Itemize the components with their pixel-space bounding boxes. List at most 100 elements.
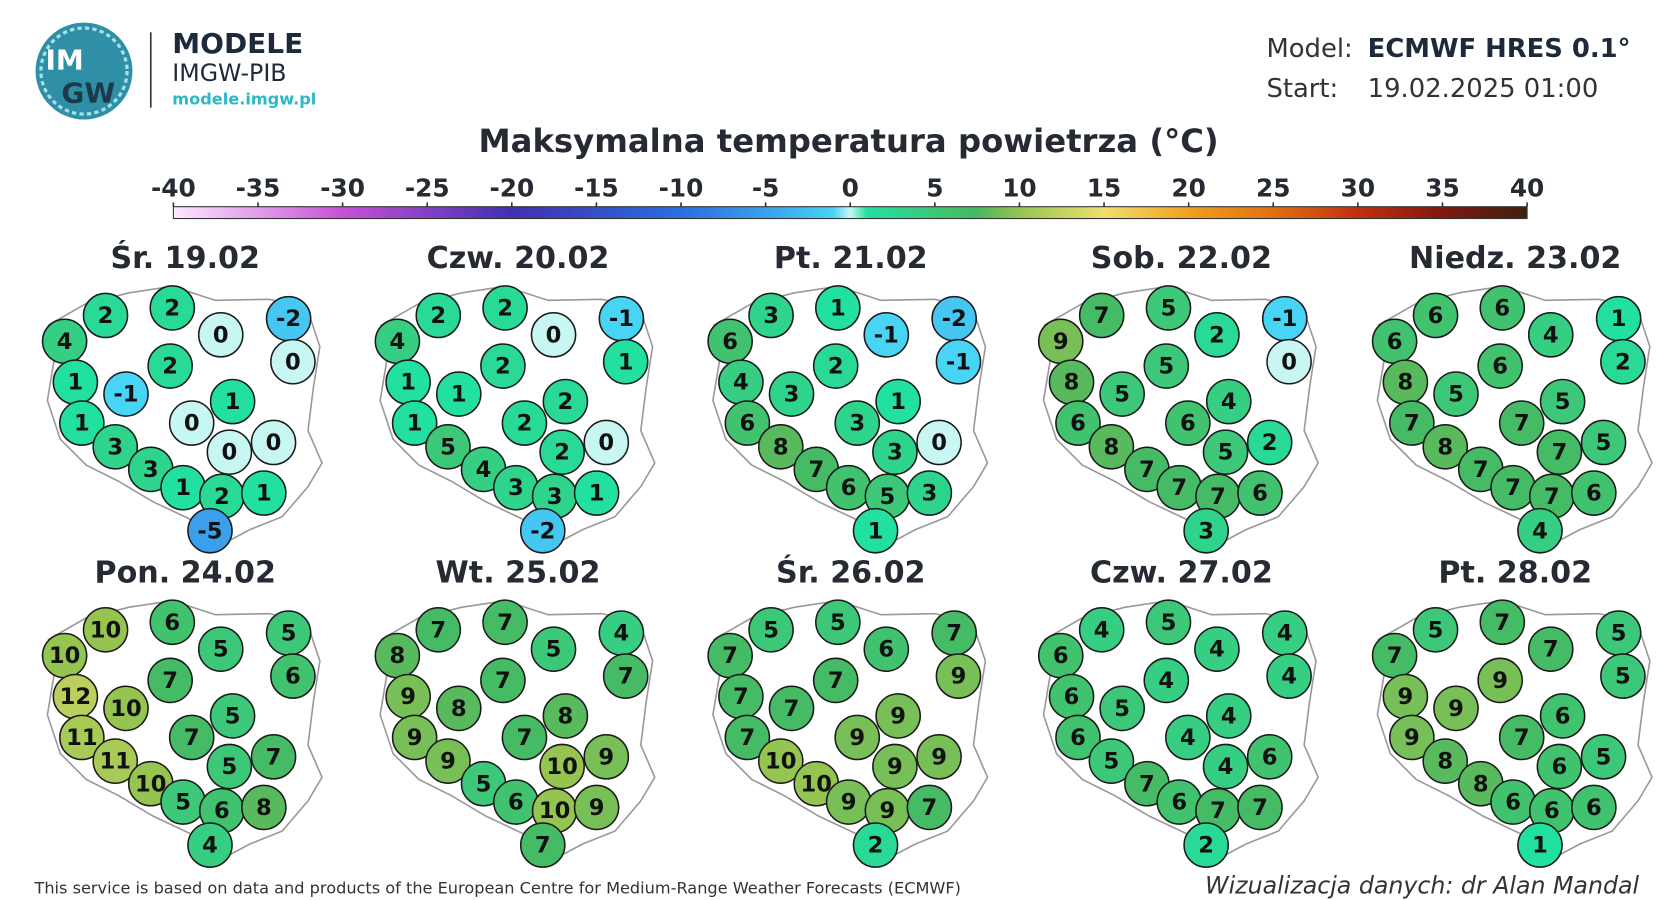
colorbar-tick-label: 15	[1087, 173, 1121, 202]
station-marker	[1600, 338, 1646, 385]
station-value: -1	[874, 322, 899, 348]
station-marker	[1165, 714, 1211, 761]
station-value: 5	[1428, 617, 1444, 643]
station-value: 6	[1586, 795, 1602, 821]
station-value: 7	[1494, 610, 1510, 636]
station-marker	[815, 599, 861, 646]
station-value: 6	[1262, 744, 1278, 770]
station-marker	[187, 507, 233, 554]
station-value: 7	[722, 643, 738, 669]
station-value: 8	[1437, 434, 1453, 460]
station-value: 0	[598, 430, 614, 456]
station-marker	[1422, 738, 1469, 784]
station-value: 7	[1514, 725, 1530, 751]
station-value: 9	[931, 744, 947, 770]
station-value: 5	[546, 637, 562, 663]
station-marker	[573, 784, 620, 831]
station-marker	[768, 371, 815, 417]
panel-date: Niedz. 23.02	[1409, 241, 1621, 276]
station-value: 7	[1387, 643, 1403, 669]
station-value: 8	[1104, 434, 1120, 460]
station-marker	[1571, 470, 1617, 516]
station-marker	[768, 685, 815, 732]
station-value: 7	[495, 668, 511, 694]
station-value: 2	[98, 303, 114, 329]
station-value: 2	[495, 354, 511, 380]
station-value: 9	[407, 725, 423, 751]
station-value: 1	[225, 389, 241, 415]
station-marker	[1517, 507, 1563, 554]
station-value: 7	[1544, 484, 1560, 510]
station-value: 1	[68, 370, 84, 396]
station-marker	[1246, 733, 1293, 780]
station-value: 4	[1543, 322, 1559, 348]
station-marker	[757, 423, 804, 470]
station-marker	[519, 822, 566, 868]
station-marker	[1145, 285, 1192, 331]
station-marker	[480, 343, 526, 389]
station-value: 6	[1505, 790, 1521, 816]
station-value: 6	[164, 610, 180, 636]
colorbar-tick-label: 20	[1171, 173, 1205, 202]
station-marker	[415, 292, 462, 339]
station-marker	[415, 606, 462, 653]
station-marker	[748, 292, 794, 339]
station-value: 1	[890, 389, 906, 415]
station-marker	[1479, 285, 1526, 331]
station-value: 9	[1398, 684, 1414, 710]
station-value: 5	[1596, 430, 1612, 456]
station-marker	[542, 378, 589, 425]
station-value: 6	[1053, 643, 1069, 669]
station-value: 7	[946, 621, 962, 647]
station-value: 5	[222, 754, 238, 780]
station-value: 10	[546, 754, 577, 780]
station-marker	[863, 311, 910, 358]
station-value: 1	[1532, 833, 1548, 859]
station-value: 9	[880, 798, 896, 824]
station-marker	[391, 400, 438, 446]
station-value: 3	[547, 484, 563, 510]
station-value: 3	[922, 481, 938, 507]
station-marker	[1205, 378, 1252, 425]
station-value: -1	[113, 382, 138, 408]
station-value: 6	[1586, 481, 1602, 507]
station-value: 0	[213, 322, 229, 348]
station-marker	[1412, 606, 1459, 653]
station-marker	[852, 822, 899, 868]
station-marker	[501, 400, 548, 446]
title: Maksymalna temperatura powietrza (°C)	[479, 122, 1219, 160]
station-marker	[906, 470, 953, 516]
station-marker	[480, 657, 526, 704]
colorbar-tick-label: 30	[1341, 173, 1375, 202]
station-value: 6	[1070, 411, 1086, 437]
station-value: 3	[508, 475, 524, 501]
station-marker	[435, 685, 482, 732]
station-marker	[391, 714, 438, 761]
station-value: 0	[266, 430, 282, 456]
station-marker	[103, 685, 149, 732]
station-value: 6	[1492, 354, 1508, 380]
station-value: 4	[202, 833, 218, 859]
station-value: 6	[1552, 754, 1568, 780]
panel-date: Sob. 22.02	[1091, 241, 1272, 276]
station-value: 4	[1094, 617, 1110, 643]
station-value: 8	[1473, 771, 1489, 797]
station-marker	[149, 599, 196, 646]
station-marker	[1517, 822, 1563, 868]
station-value: 7	[828, 668, 844, 694]
station-value: 4	[1221, 389, 1237, 415]
station-value: 4	[1532, 518, 1548, 544]
station-value: 7	[733, 684, 749, 710]
station-value: 3	[107, 434, 123, 460]
station-value: 4	[1180, 725, 1196, 751]
station-value: 5	[1611, 621, 1627, 647]
station-marker	[92, 423, 139, 470]
station-value: 3	[763, 303, 779, 329]
station-marker	[1266, 338, 1312, 385]
station-marker	[168, 400, 215, 446]
station-value: 0	[1281, 349, 1297, 375]
station-value: 6	[1428, 303, 1444, 329]
station-marker	[815, 285, 861, 331]
